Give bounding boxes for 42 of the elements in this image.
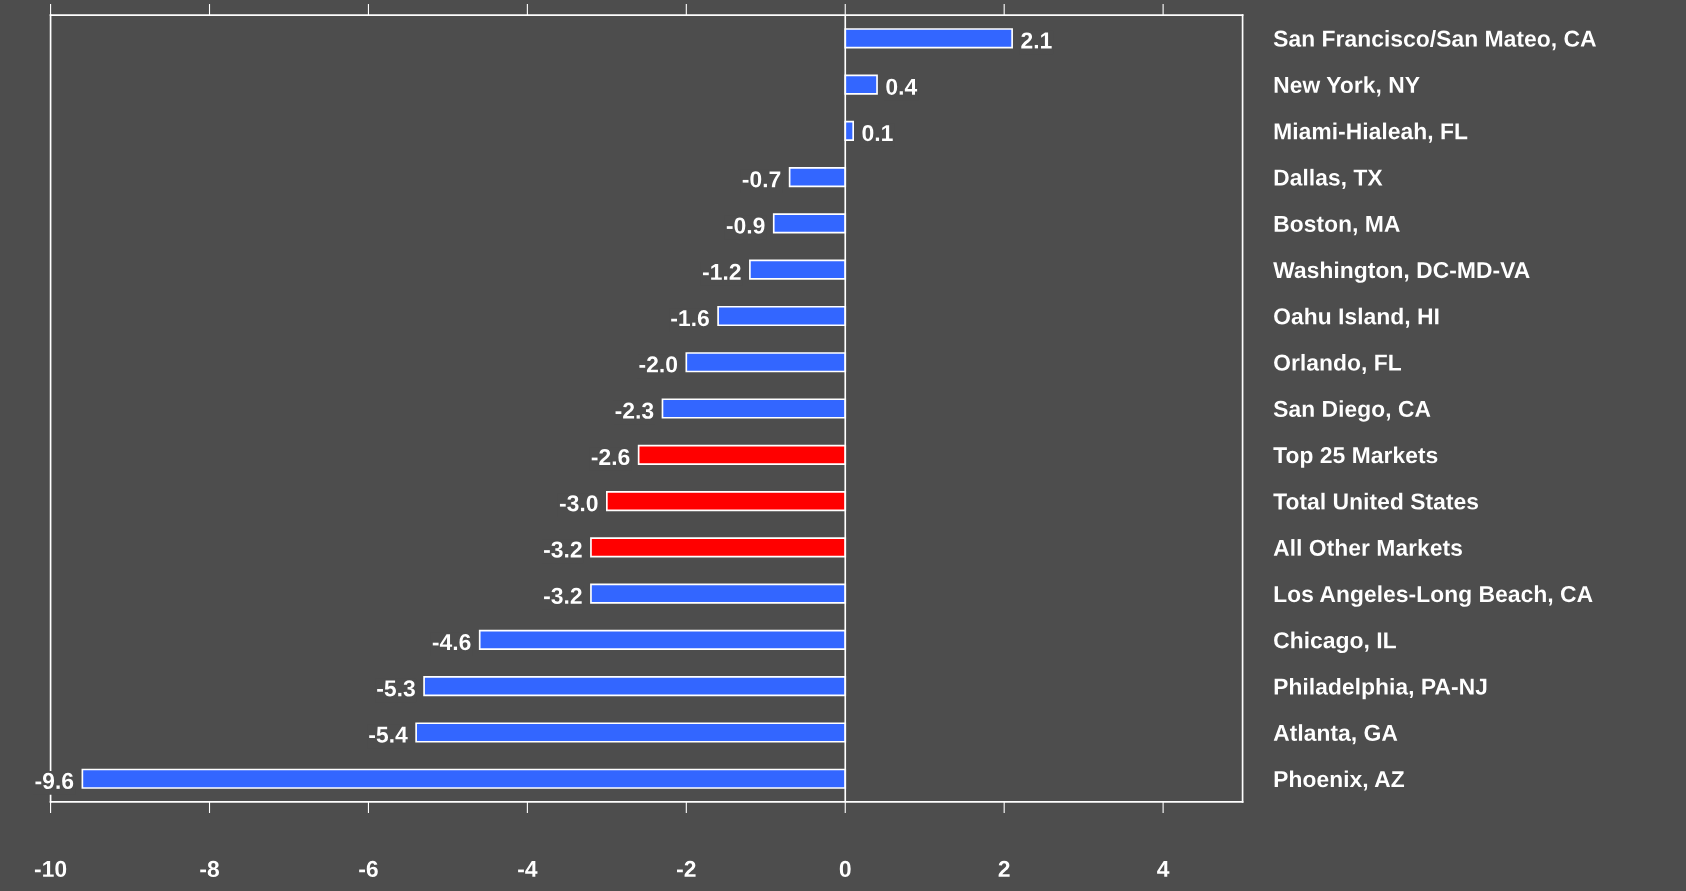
y-tick-label: Oahu Island, HI [1274, 307, 1439, 328]
x-tick-label: 0 [839, 860, 851, 878]
y-tick-label: Dallas, TX [1274, 168, 1383, 189]
y-tick-label: Los Angeles-Long Beach, CA [1274, 585, 1593, 607]
y-tick-label: San Diego, CA [1273, 400, 1431, 422]
data-label: 0.1 [862, 124, 893, 142]
data-label: -0.9 [726, 217, 765, 234]
data-label: -3.2 [544, 541, 582, 558]
x-tick-label: -2 [677, 860, 696, 877]
data-label: 2.1 [1021, 32, 1052, 49]
y-tick-label: Total United States [1273, 492, 1479, 510]
y-tick-label: New York, NY [1274, 76, 1420, 97]
data-label: -2.0 [639, 356, 678, 373]
data-label: -1.6 [671, 310, 709, 327]
data-label: -9.6 [35, 772, 74, 790]
y-tick-label: Philadelphia, PA-NJ [1274, 677, 1487, 700]
y-tick-label: Atlanta, GA [1273, 724, 1398, 745]
data-label: -5.3 [377, 680, 415, 697]
x-tick-label: -6 [359, 860, 378, 878]
data-label: 0.4 [886, 78, 918, 95]
data-label: -0.7 [742, 171, 781, 188]
data-label: -2.6 [591, 448, 630, 466]
data-label: -3.0 [559, 495, 598, 512]
data-label: -4.6 [432, 634, 471, 651]
y-tick-label: Top 25 Markets [1273, 446, 1438, 468]
x-tick-label: 2 [998, 860, 1010, 877]
x-tick-label: -4 [518, 861, 538, 877]
y-tick-label: Miami-Hialeah, FL [1274, 122, 1468, 143]
data-label: -5.4 [369, 726, 408, 743]
y-tick-label: Boston, MA [1274, 215, 1400, 236]
y-tick-label: Phoenix, AZ [1274, 770, 1405, 791]
data-label: -2.3 [615, 402, 654, 419]
x-tick-label: -10 [34, 860, 67, 878]
x-tick-label: 4 [1157, 861, 1170, 877]
data-label: -3.2 [544, 587, 582, 604]
y-tick-label: San Francisco/San Mateo, CA [1273, 29, 1596, 51]
y-tick-label: Orlando, FL [1274, 353, 1402, 375]
data-label: -1.2 [702, 263, 741, 280]
y-tick-label: Chicago, IL [1274, 631, 1396, 654]
x-tick-label: -8 [200, 860, 219, 878]
y-tick-label: Washington, DC-MD-VA [1273, 261, 1530, 283]
y-tick-label: All Other Markets [1273, 539, 1462, 556]
